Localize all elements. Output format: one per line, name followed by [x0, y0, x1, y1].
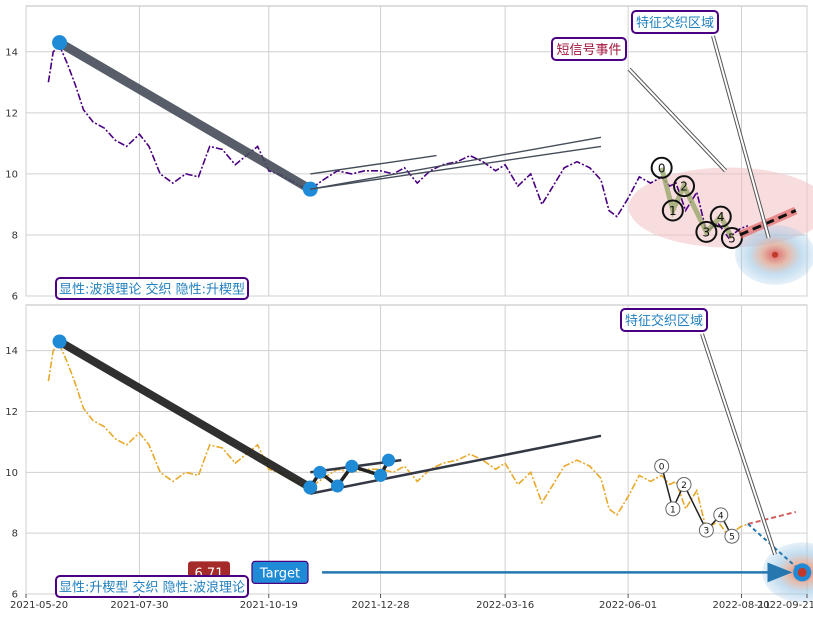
wedge-line: [310, 434, 602, 495]
wave-point-label: 0: [659, 463, 665, 473]
wave-point-label: 2: [681, 481, 687, 491]
wedge-vertex-marker: [345, 459, 359, 473]
y-tick-label: 8: [12, 529, 18, 540]
target-point-core: [797, 567, 807, 577]
price-series-line: [47, 44, 749, 240]
y-tick-label: 12: [5, 407, 18, 418]
target-label-box: [251, 560, 309, 585]
signal-annotation-text: 短信号事件: [556, 43, 621, 58]
y-tick-label: 10: [5, 468, 18, 479]
target-label-text: Target: [259, 566, 300, 581]
forecast-line: [739, 209, 797, 237]
trend-endpoint-marker: [52, 35, 68, 51]
x-tick-label: 2022-06-01: [599, 600, 657, 611]
wedge-line: [310, 136, 602, 190]
wave-point-label: 3: [703, 225, 711, 239]
x-tick-label: 2021-10-19: [240, 600, 298, 611]
y-tick-label: 6: [12, 292, 18, 303]
signal-annotation-box: [551, 37, 627, 61]
wave-point-marker: [676, 476, 692, 492]
pattern-legend-box: [55, 277, 249, 300]
y-tick-label: 14: [5, 346, 18, 357]
x-tick-label: 2022-03-16: [476, 600, 534, 611]
wedge-vertex-marker: [382, 453, 396, 467]
zone-arrow: [701, 333, 777, 555]
y-tick-label: 12: [5, 108, 18, 119]
plot-area: [25, 5, 808, 297]
trend-endpoint-marker: [52, 334, 67, 349]
x-tick-label: 2022-09-21: [757, 600, 813, 611]
y-tick-label: 14: [5, 47, 18, 58]
wave-point-label: 4: [717, 210, 725, 224]
trend-endpoint-marker: [302, 181, 318, 197]
wave-point-marker: [665, 501, 681, 517]
x-tick-label: 2021-07-30: [110, 600, 168, 611]
wave-point-marker: [709, 205, 732, 228]
signal-arrow: [628, 68, 727, 172]
wave-point-marker: [724, 528, 740, 544]
wave-point-label: 1: [670, 505, 676, 515]
wave-point-label: 5: [728, 232, 736, 246]
wave-point-label: 0: [658, 161, 666, 175]
pattern-legend-box: [55, 575, 249, 598]
wedge-vertex-marker: [330, 479, 344, 493]
plot-area: [25, 304, 808, 595]
zone-arrow: [712, 35, 770, 239]
target-point-marker: [772, 251, 779, 258]
wave-point-marker: [698, 522, 714, 538]
price-series-line: [47, 343, 749, 538]
x-axis: 2021-05-20 2021-07-30 2021-10-19 2021-12-28…: [10, 594, 813, 611]
wave-point-marker: [650, 156, 673, 179]
wave-point-marker: [713, 507, 729, 523]
wave-path: [659, 167, 735, 240]
x-tick-label: 2022-08-11: [712, 600, 770, 611]
zone-annotation-box: [631, 10, 719, 34]
pattern-legend-text: 显性:升楔型 交织 隐性:波浪理论: [59, 580, 245, 596]
wave-point-label: 3: [704, 527, 710, 537]
trend-line: [55, 337, 315, 492]
wave-point-label: 1: [669, 204, 677, 218]
wedge-line: [310, 154, 437, 175]
wave-point-marker: [661, 199, 684, 222]
zone-annotation-text: 特征交织区域: [636, 15, 714, 31]
wedge-vertex-marker: [303, 481, 317, 495]
pattern-legend-text: 显性:波浪理论 交织 隐性:升楔型: [59, 282, 245, 298]
y-tick-label: 6: [12, 590, 18, 601]
wave-point-marker: [695, 220, 718, 243]
x-tick-label: 2021-12-28: [352, 600, 410, 611]
trend-line: [55, 38, 315, 194]
wedge-vertex-marker: [313, 465, 327, 479]
wave-point-label: 4: [718, 511, 724, 521]
zone-annotation-text: 特征交织区域: [625, 313, 703, 329]
wedge-vertex-marker: [374, 468, 388, 482]
wedge-line: [310, 145, 602, 190]
wave-point-marker: [654, 458, 670, 474]
y-tick-label: 8: [12, 230, 18, 241]
forecast-upper: [747, 510, 797, 525]
wave-point-label: 2: [680, 180, 688, 194]
x-tick-label: 2021-05-20: [10, 600, 68, 611]
wave-point-label: 5: [729, 533, 735, 543]
zone-annotation-box: [620, 308, 708, 332]
y-tick-label: 10: [5, 169, 18, 180]
wave-point-marker: [673, 175, 696, 198]
